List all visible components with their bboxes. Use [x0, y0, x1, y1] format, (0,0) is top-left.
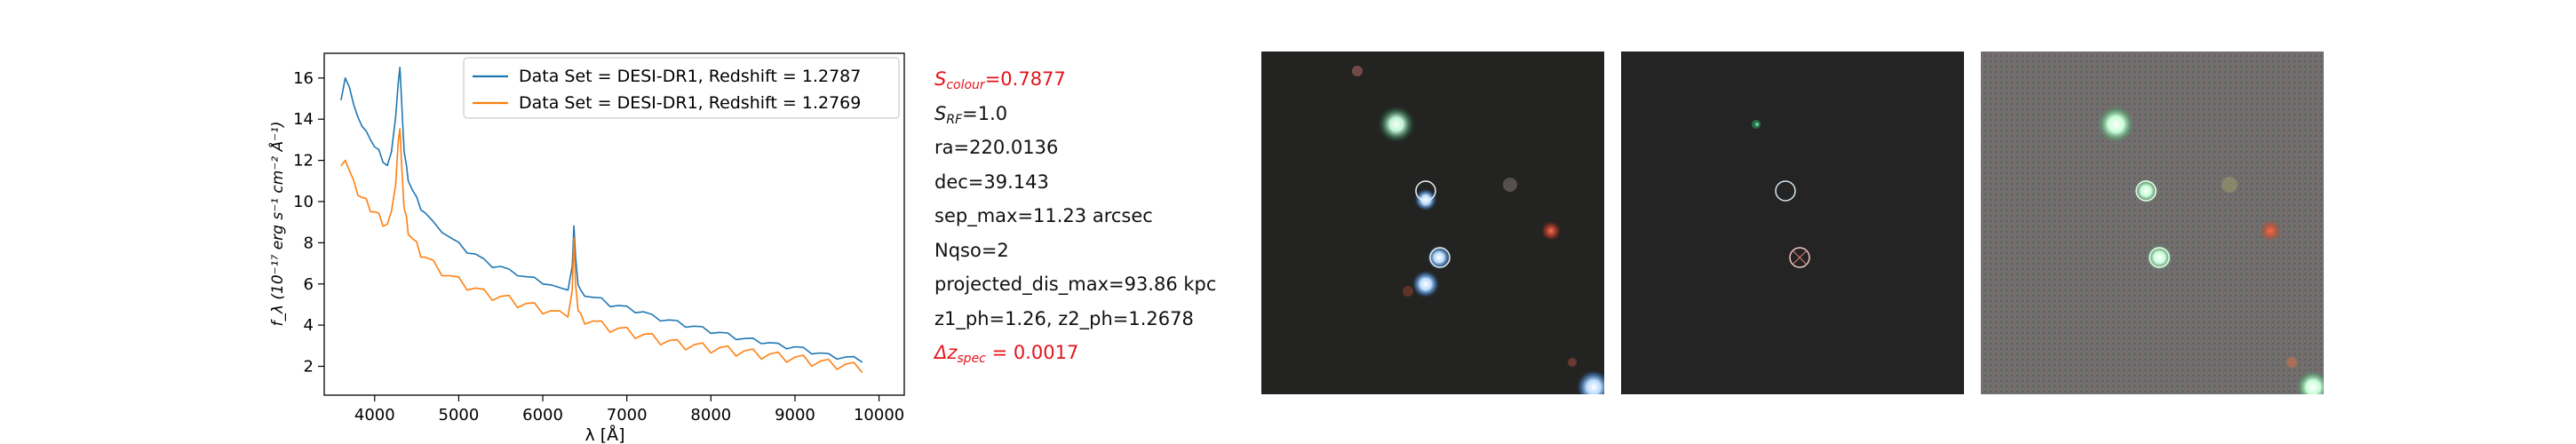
s-rf-symbol: S	[934, 102, 947, 124]
dz-spec-line: Δzspec = 0.0017	[934, 336, 1254, 370]
s-colour-value: =0.7877	[984, 68, 1066, 90]
sep-max-line: sep_max=11.23 arcsec	[934, 205, 1153, 226]
target-marker-2	[1429, 247, 1451, 268]
enhanced-marker-1	[2135, 180, 2157, 202]
s-rf-line: SRF=1.0	[934, 97, 1254, 131]
projected-dis-line: projected_dis_max=93.86 kpc	[934, 274, 1217, 295]
y-tick-label: 8	[304, 234, 314, 252]
dz-symbol: Δz	[934, 342, 958, 363]
ra-line: ra=220.0136	[934, 137, 1059, 158]
residual-marker-1	[1775, 180, 1796, 202]
legend-box	[463, 57, 900, 119]
s-rf-value: =1.0	[962, 102, 1008, 124]
x-tick-label: 4000	[354, 406, 395, 424]
s-colour-symbol: S	[934, 68, 947, 90]
plot-frame	[323, 52, 905, 396]
y-tick-label: 12	[293, 152, 314, 170]
cutout-image-color	[1261, 52, 1604, 394]
y-tick-label: 16	[293, 69, 314, 88]
dz-value: = 0.0017	[985, 342, 1079, 363]
legend-label-1: Data Set = DESI-DR1, Redshift = 1.2787	[519, 67, 861, 86]
cutout-image-enhanced	[1981, 52, 2324, 394]
x-tick-label: 9000	[775, 406, 815, 424]
y-tick-label: 14	[293, 110, 314, 129]
legend: Data Set = DESI-DR1, Redshift = 1.2787 D…	[463, 57, 900, 119]
x-tick-label: 10000	[854, 406, 904, 424]
legend-label-2: Data Set = DESI-DR1, Redshift = 1.2769	[519, 93, 861, 113]
series-line-2	[340, 128, 863, 374]
x-axis-label: λ [Å]	[584, 424, 624, 444]
spectrum-chart: 4000 5000 6000 7000 8000 9000 10000 2 4 6 8 10 12 14…	[267, 52, 905, 444]
y-tick-label: 6	[304, 275, 314, 294]
x-tick-label: 5000	[439, 406, 480, 424]
target-marker-1	[1415, 180, 1436, 202]
y-tick-label: 4	[304, 316, 314, 335]
x-tick-label: 7000	[607, 406, 648, 424]
y-axis-label: f_λ (10⁻¹⁷ erg s⁻¹ cm⁻² Å⁻¹)	[267, 121, 287, 326]
s-rf-subscript: RF	[946, 112, 963, 127]
x-tick-label: 6000	[522, 406, 563, 424]
nqso-line: Nqso=2	[934, 239, 1009, 261]
dz-subscript: spec	[957, 352, 986, 366]
info-panel: Scolour=0.7877 SRF=1.0 ra=220.0136 dec=3…	[934, 62, 1254, 370]
y-tick-label: 10	[293, 193, 314, 211]
s-colour-line: Scolour=0.7877	[934, 62, 1254, 97]
z-ph-line: z1_ph=1.26, z2_ph=1.2678	[934, 307, 1194, 329]
y-tick-label: 2	[304, 358, 314, 377]
residual-marker-2	[1789, 247, 1810, 268]
dec-line: dec=39.143	[934, 170, 1049, 193]
series-line-1	[340, 67, 863, 363]
enhanced-marker-2	[2149, 247, 2170, 268]
x-tick-label: 8000	[690, 406, 731, 424]
s-colour-subscript: colour	[946, 78, 985, 92]
cutout-image-residual	[1621, 52, 1964, 394]
